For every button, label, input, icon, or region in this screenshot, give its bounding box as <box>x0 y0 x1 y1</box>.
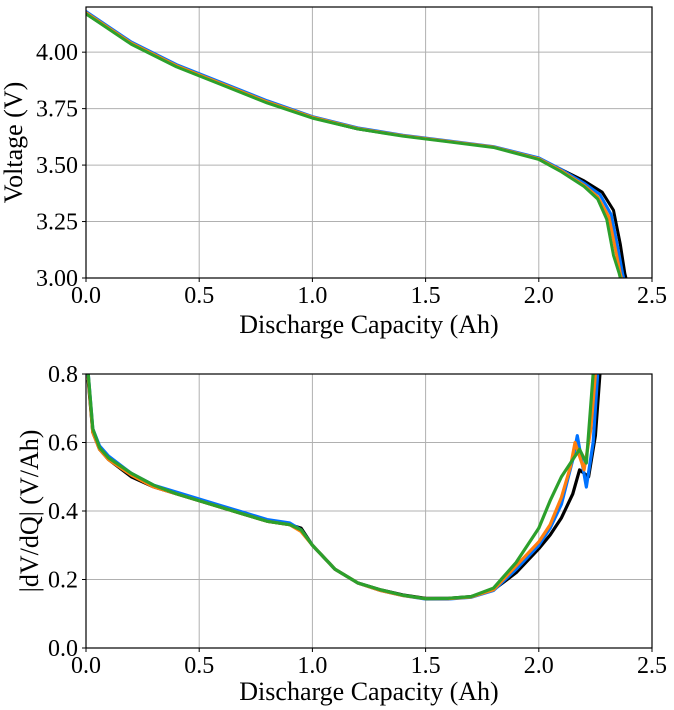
voltage-series-line-3 <box>86 12 622 278</box>
dvdq-y-tick-label-3: 0.6 <box>48 431 78 457</box>
dvdq-x-tick-label-2: 1.0 <box>297 653 327 679</box>
voltage-y-tick-label-1: 3.25 <box>36 210 78 236</box>
dvdq-y-tick-label-1: 0.2 <box>48 568 78 594</box>
voltage-y-tick-label-4: 4.00 <box>36 40 78 66</box>
dvdq-x-axis-label: Discharge Capacity (Ah) <box>239 677 498 706</box>
dvdq-series-line-1 <box>86 374 600 601</box>
dvdq-x-tick-label-4: 2.0 <box>524 653 554 679</box>
dvdq-chart: 0.0 0.5 1.0 1.5 2.0 2.5 0.0 0.2 0.4 0.6 0.8 Dischar… <box>15 362 667 706</box>
voltage-x-tick-label-1: 0.5 <box>184 283 214 309</box>
dvdq-x-tick-label-5: 2.5 <box>637 653 667 679</box>
dvdq-series-group <box>86 374 602 601</box>
dvdq-series-line-0 <box>86 374 602 600</box>
dvdq-y-tick-label-2: 0.4 <box>48 499 78 525</box>
voltage-y-tick-label-0: 3.00 <box>36 266 78 292</box>
dvdq-x-tick-label-3: 1.5 <box>411 653 441 679</box>
voltage-x-tick-label-2: 1.0 <box>297 283 327 309</box>
dvdq-x-tick-label-1: 0.5 <box>184 653 214 679</box>
voltage-chart: 0.0 0.5 1.0 1.5 2.0 2.5 3.00 3.25 3.50 3.75 4.00 Di… <box>0 6 667 339</box>
voltage-x-tick-label-3: 1.5 <box>411 283 441 309</box>
voltage-series-line-0 <box>86 12 628 278</box>
voltage-x-tick-label-5: 2.5 <box>637 283 667 309</box>
dvdq-x-tick-label-0: 0.0 <box>71 653 101 679</box>
dvdq-y-tick-label-4: 0.8 <box>48 362 78 388</box>
voltage-series-group <box>86 10 628 278</box>
voltage-plot-frame <box>85 6 653 279</box>
voltage-x-tick-label-4: 2.0 <box>524 283 554 309</box>
voltage-x-axis-label: Discharge Capacity (Ah) <box>239 310 498 339</box>
voltage-y-tick-label-3: 3.75 <box>36 97 78 123</box>
voltage-x-tick-label-0: 0.0 <box>71 283 101 309</box>
dvdq-y-axis-label: |dV/dQ| (V/Ah) <box>15 430 44 593</box>
dvdq-series-line-3 <box>86 374 595 601</box>
voltage-y-axis-label: Voltage (V) <box>0 82 28 204</box>
dvdq-y-tick-label-0: 0.0 <box>48 636 78 662</box>
voltage-y-tick-label-2: 3.50 <box>36 153 78 179</box>
voltage-series-line-1 <box>86 10 626 278</box>
